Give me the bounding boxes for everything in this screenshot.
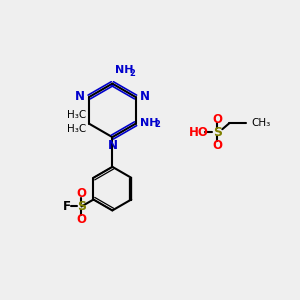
Text: F: F (63, 200, 70, 213)
Text: NH: NH (115, 65, 134, 75)
Text: 2: 2 (154, 120, 160, 129)
Text: O: O (76, 213, 86, 226)
Text: O: O (212, 113, 222, 126)
Text: NH: NH (140, 118, 159, 128)
Text: O: O (76, 187, 86, 200)
Text: HO: HO (189, 126, 208, 139)
Text: S: S (213, 126, 222, 139)
Text: H₃C: H₃C (67, 124, 86, 134)
Text: O: O (212, 139, 222, 152)
Text: CH₃: CH₃ (251, 118, 270, 128)
Text: 2: 2 (129, 69, 135, 78)
Text: N: N (75, 89, 85, 103)
Text: N: N (108, 139, 118, 152)
Text: S: S (77, 200, 86, 213)
Text: H₃C: H₃C (67, 110, 86, 120)
Text: N: N (140, 89, 149, 103)
